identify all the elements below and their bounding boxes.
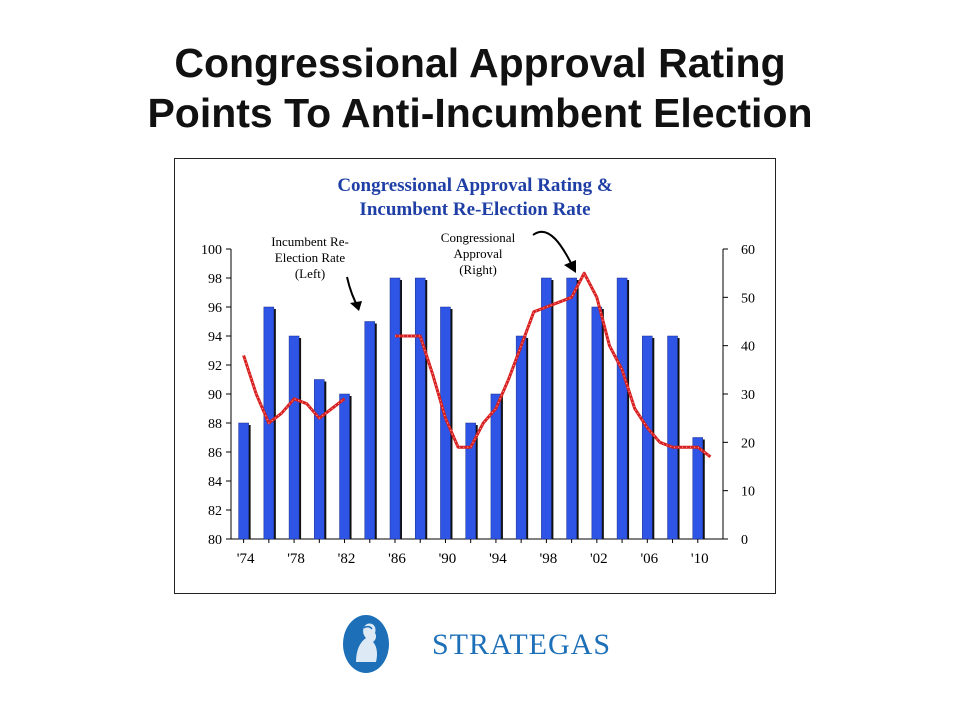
annotation-reelection-line: Election Rate — [275, 250, 346, 265]
left-tick-label: 80 — [208, 533, 222, 548]
x-tick-label: '82 — [338, 551, 356, 567]
x-tick-label: '74 — [237, 551, 255, 567]
bar — [541, 277, 552, 540]
bar — [591, 306, 603, 540]
annotation-arrowhead-reelection — [350, 301, 362, 311]
left-tick-label: 92 — [208, 359, 222, 374]
bar — [566, 277, 577, 540]
x-tick-label: '78 — [287, 551, 305, 567]
annotation-approval-line: Approval — [453, 246, 502, 261]
bar — [692, 437, 704, 540]
left-tick-label: 86 — [208, 446, 222, 461]
x-tick-label: '86 — [388, 551, 406, 567]
bar — [288, 335, 300, 540]
left-tick-label: 100 — [201, 243, 222, 258]
bar — [490, 393, 502, 540]
x-tick-label: '94 — [489, 551, 507, 567]
left-tick-label: 96 — [208, 301, 222, 316]
x-tick-label: '10 — [691, 551, 709, 567]
bar — [667, 335, 678, 540]
x-tick-label: '06 — [640, 551, 658, 567]
slide-title-line1: Congressional Approval Rating — [174, 40, 786, 86]
slide-title: Congressional Approval Rating Points To … — [0, 38, 960, 138]
x-tick-label: '02 — [590, 551, 608, 567]
bar — [414, 277, 426, 540]
bar — [314, 379, 325, 540]
logo-emblem-icon — [343, 615, 389, 673]
chart-title-line2: Incumbent Re-Election Rate — [359, 199, 590, 220]
left-tick-label: 90 — [208, 388, 222, 403]
approval-line — [242, 354, 346, 425]
chart-title-line1: Congressional Approval Rating & — [337, 175, 612, 196]
right-tick-label: 50 — [741, 291, 755, 306]
annotation-reelection-line: Incumbent Re- — [271, 234, 349, 249]
chart: Congressional Approval Rating & Incumbent… — [201, 175, 755, 567]
left-tick-label: 82 — [208, 504, 222, 519]
x-tick-label: '98 — [540, 551, 558, 567]
bar — [515, 335, 527, 540]
left-tick-label: 98 — [208, 272, 222, 287]
strategas-logo: STRATEGAS — [342, 614, 610, 678]
annotation-arrowhead-approval — [564, 260, 576, 273]
right-tick-label: 10 — [741, 485, 755, 500]
right-tick-label: 30 — [741, 388, 755, 403]
left-tick-label: 94 — [208, 330, 222, 345]
bar — [389, 277, 401, 540]
slide-title-line2: Points To Anti-Incumbent Election — [147, 90, 813, 136]
approval-line-highlight — [395, 272, 711, 458]
bar — [616, 277, 628, 540]
left-tick-label: 88 — [208, 417, 222, 432]
left-tick-label: 84 — [208, 475, 222, 490]
annotation-approval-line: Congressional — [441, 230, 516, 245]
chart-frame: Congressional Approval Rating & Incumbent… — [174, 158, 776, 594]
right-tick-label: 0 — [741, 533, 748, 548]
annotation-arrow-approval — [532, 230, 574, 268]
annotation-approval-line: (Right) — [459, 262, 497, 277]
logo-text: STRATEGAS — [432, 628, 612, 661]
bar — [364, 321, 376, 540]
annotation-reelection-line: (Left) — [295, 266, 325, 281]
x-tick-label: '90 — [439, 551, 457, 567]
right-tick-label: 60 — [741, 243, 755, 258]
right-tick-label: 40 — [741, 340, 755, 355]
right-tick-label: 20 — [741, 436, 755, 451]
bar — [339, 393, 350, 540]
bar — [642, 335, 653, 540]
bar — [238, 422, 249, 540]
